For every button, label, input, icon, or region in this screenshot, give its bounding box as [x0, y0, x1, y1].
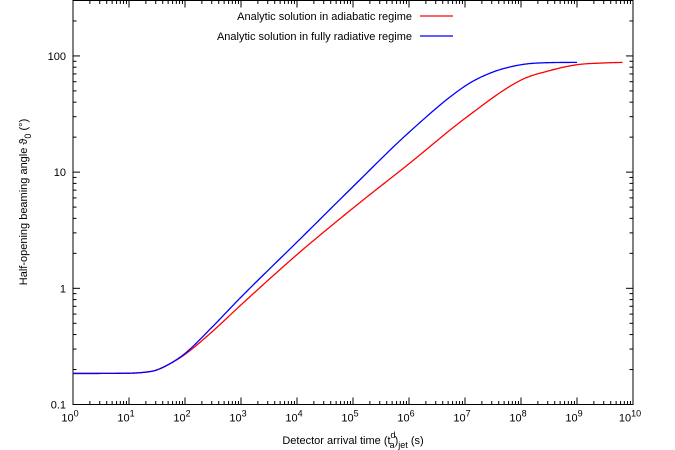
x-tick-label: 100: [61, 409, 78, 425]
x-tick-label: 107: [453, 409, 470, 425]
y-axis-label: Half-opening beaming angle ϑ0 (°): [18, 119, 33, 285]
y-tick-label: 100: [48, 51, 66, 63]
series-line-adiabatic: [72, 61, 623, 375]
legend: Analytic solution in adiabatic regime An…: [217, 11, 453, 43]
plot-frame: [72, 0, 634, 405]
x-tick-label: 102: [173, 409, 190, 425]
x-tick-label: 104: [285, 409, 302, 425]
series-lines-group: [72, 61, 623, 375]
tick-labels-group: 100 101 102 103 104 105 106 107 108 109 1010 0.1 1 10…: [48, 51, 641, 425]
x-tick-label: 1010: [619, 409, 641, 425]
series-line-radiative: [72, 61, 577, 375]
x-tick-label: 103: [229, 409, 246, 425]
x-tick-label: 101: [117, 409, 134, 425]
x-tick-label: 109: [565, 409, 582, 425]
x-tick-label: 108: [509, 409, 526, 425]
x-axis-label: Detector arrival time (td a)jet (s): [282, 430, 423, 450]
legend-label-radiative: Analytic solution in fully radiative reg…: [217, 31, 412, 43]
legend-label-adiabatic: Analytic solution in adiabatic regime: [237, 11, 412, 23]
y-tick-label: 10: [54, 167, 66, 179]
x-tick-label: 106: [397, 409, 414, 425]
y-tick-label: 1: [60, 283, 66, 295]
ticks-group: [72, 0, 634, 405]
x-tick-label: 105: [341, 409, 358, 425]
y-tick-label: 0.1: [51, 400, 66, 412]
